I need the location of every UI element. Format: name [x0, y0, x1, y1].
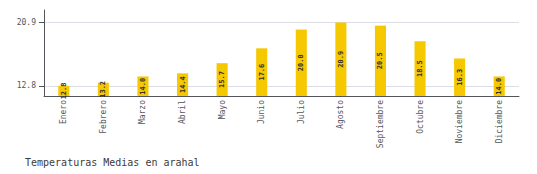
svg-text:Abril: Abril — [178, 100, 187, 124]
svg-text:Junio: Junio — [257, 100, 266, 124]
svg-text:20.5: 20.5 — [376, 52, 384, 69]
svg-text:Temperaturas Medias en arahal: Temperaturas Medias en arahal — [25, 157, 200, 168]
svg-text:20.0: 20.0 — [297, 54, 305, 71]
svg-text:15.7: 15.7 — [218, 71, 226, 88]
svg-text:Mayo: Mayo — [218, 100, 227, 119]
svg-text:Febrero: Febrero — [99, 100, 108, 134]
svg-text:Octubre: Octubre — [416, 100, 425, 134]
svg-text:Julio: Julio — [297, 100, 306, 124]
svg-text:13.2: 13.2 — [99, 81, 107, 98]
svg-text:Septiembre: Septiembre — [376, 100, 385, 148]
svg-text:14.0: 14.0 — [495, 78, 503, 95]
svg-text:Enero: Enero — [59, 100, 68, 124]
svg-text:20.9: 20.9 — [337, 51, 345, 68]
svg-text:16.3: 16.3 — [456, 69, 464, 86]
svg-text:14.0: 14.0 — [139, 78, 147, 95]
svg-text:Agosto: Agosto — [336, 100, 345, 129]
svg-text:14.4: 14.4 — [179, 76, 187, 93]
svg-text:20.9: 20.9 — [17, 18, 36, 27]
svg-text:Marzo: Marzo — [138, 100, 147, 124]
svg-text:12.8: 12.8 — [17, 81, 36, 90]
svg-text:18.5: 18.5 — [416, 60, 424, 77]
svg-text:12.8: 12.8 — [60, 82, 68, 99]
svg-text:Noviembre: Noviembre — [455, 100, 464, 144]
svg-text:Diciembre: Diciembre — [495, 100, 504, 144]
svg-text:17.6: 17.6 — [258, 64, 266, 81]
